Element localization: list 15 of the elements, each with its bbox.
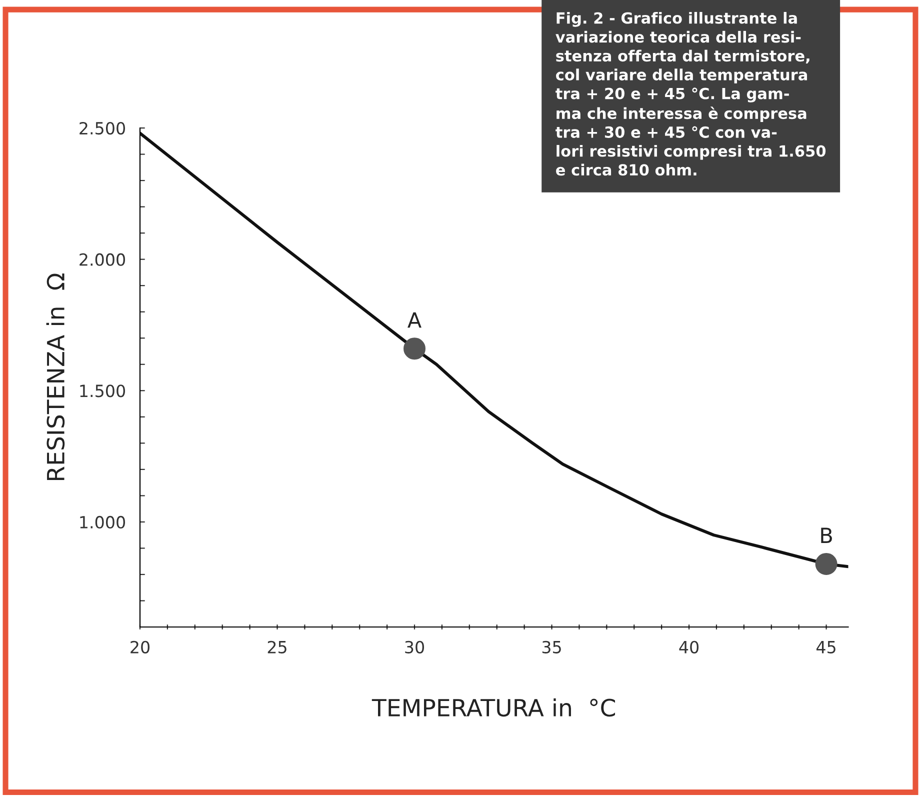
x-axis-title: TEMPERATURA in °C [372,698,615,717]
y-axis-title: RESISTENZA in Ω [46,274,65,480]
x-tick-label: 30 [405,640,424,654]
x-tick-label: 45 [816,641,836,654]
y-tick-label: 1.500 [80,384,125,398]
x-tick-label: 40 [679,640,699,654]
x-tick-label: 25 [268,640,286,654]
x-tick-label: 35 [542,640,561,654]
y-tick-label: 2.000 [80,253,125,266]
annotation: B [821,528,832,543]
chart-title: Fig. 2 - Grafico illustrante la variazione teorica della resi- stenza offerta dal termistore, col variare della temperatura tra + 20 e + 45 °C. La gam- ma che interessa è compresa tra + 30 e + 45 °C con va- lori resistivi compresi tra 1.650 e circa 810 ohm. [556,12,826,176]
annotation: A [408,312,422,328]
y-tick-label: 1.000 [80,516,125,529]
y-tick-label: 2.500 [80,122,125,135]
x-tick-label: 20 [130,640,150,654]
